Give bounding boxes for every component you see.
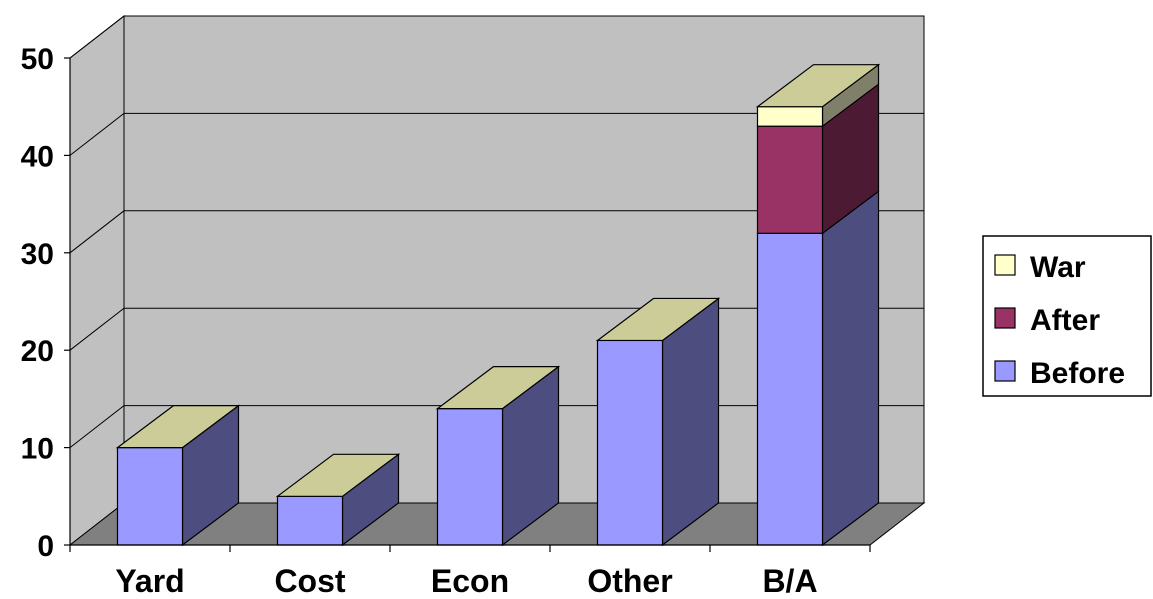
x-tick-label: B/A (762, 563, 817, 599)
y-tick-label: 0 (37, 530, 54, 563)
side-wall (69, 14, 125, 547)
y-tick-label: 30 (21, 238, 54, 271)
x-tick-label: Yard (115, 563, 184, 599)
bar-segment (756, 106, 824, 127)
legend-swatch (994, 360, 1016, 382)
bar-segment (756, 125, 824, 234)
bars (115, 63, 881, 547)
x-tick-label: Econ (431, 563, 509, 599)
axes: 0 10 20 30 40 50 Yard Cost Econ Other B/A (21, 43, 871, 599)
bar-side (661, 297, 720, 547)
bar-segment (596, 339, 664, 546)
bar-top (115, 405, 241, 449)
bar-top (755, 64, 881, 108)
legend-swatch (994, 307, 1016, 329)
gridline (69, 210, 924, 254)
bar-segment (436, 408, 504, 546)
bar-segment (276, 495, 344, 546)
y-tick-label: 40 (21, 140, 54, 173)
legend-label: Before (1030, 357, 1125, 390)
x-tick-label: Cost (274, 563, 345, 599)
gridline (69, 15, 924, 59)
x-tick-label: Other (587, 563, 672, 599)
bar-segment (756, 232, 824, 546)
legend-label: War (1030, 251, 1086, 284)
legend-label: After (1030, 304, 1100, 337)
bar-top (435, 366, 561, 410)
y-tick-label: 50 (21, 43, 54, 76)
gridline (69, 112, 924, 156)
legend-swatch (994, 254, 1016, 276)
bar-top (595, 297, 721, 342)
legend: War After Before (982, 235, 1152, 397)
bar-side (821, 190, 880, 547)
y-tick-label: 20 (21, 335, 54, 368)
bar-segment (116, 447, 184, 546)
bar-top (275, 453, 401, 497)
y-tick-label: 10 (21, 433, 54, 466)
